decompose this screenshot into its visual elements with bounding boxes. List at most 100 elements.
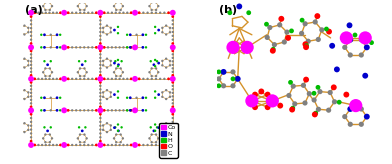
Point: [146, 71, 152, 73]
Point: [82, 126, 89, 129]
Point: [118, 67, 124, 70]
Point: [127, 46, 133, 49]
Point: [170, 27, 176, 29]
Point: [167, 27, 173, 29]
Point: [159, 95, 165, 98]
Point: [113, 141, 120, 144]
Point: [305, 40, 311, 42]
Point: [285, 37, 291, 39]
Point: [89, 46, 95, 49]
Point: [347, 123, 354, 126]
Point: [79, 63, 85, 66]
Point: [18, 64, 24, 67]
Point: [154, 60, 160, 62]
Point: [109, 11, 115, 14]
Point: [153, 1, 159, 4]
Point: [28, 50, 34, 52]
Point: [113, 11, 119, 14]
Point: [343, 93, 350, 96]
Point: [77, 78, 83, 80]
Point: [104, 57, 110, 60]
Point: [28, 102, 34, 105]
Point: [115, 130, 122, 132]
Point: [49, 71, 55, 73]
Point: [104, 66, 110, 69]
Point: [136, 78, 142, 80]
Point: [159, 91, 165, 94]
Point: [77, 141, 83, 144]
Point: [97, 81, 103, 84]
Point: [111, 62, 118, 64]
Point: [336, 101, 342, 103]
Point: [69, 144, 75, 146]
Point: [32, 11, 38, 14]
Point: [42, 75, 49, 77]
Point: [342, 46, 348, 49]
Point: [170, 95, 176, 98]
Point: [163, 131, 169, 133]
Point: [343, 37, 350, 39]
Point: [10, 96, 16, 99]
Point: [153, 78, 159, 80]
Point: [101, 78, 107, 80]
Point: [97, 95, 103, 98]
Point: [170, 136, 176, 139]
Point: [120, 144, 127, 146]
Point: [325, 109, 332, 112]
Point: [28, 38, 34, 41]
Point: [97, 57, 103, 59]
Point: [170, 34, 176, 37]
Point: [50, 144, 56, 146]
Point: [73, 144, 79, 146]
Point: [85, 46, 91, 49]
Point: [101, 46, 107, 49]
Point: [128, 11, 134, 14]
Point: [18, 31, 24, 34]
Point: [124, 109, 130, 112]
Point: [314, 15, 321, 17]
Point: [132, 109, 138, 112]
Point: [77, 1, 83, 4]
Point: [149, 67, 155, 70]
Point: [132, 46, 138, 49]
Point: [170, 38, 176, 41]
Point: [28, 74, 34, 77]
Point: [77, 46, 83, 49]
Point: [163, 89, 169, 92]
Point: [170, 92, 176, 94]
Point: [127, 109, 133, 112]
Point: [163, 98, 169, 100]
Point: [28, 113, 34, 115]
Point: [364, 115, 370, 118]
Point: [42, 1, 49, 4]
Point: [10, 65, 16, 68]
Point: [57, 11, 64, 14]
Point: [81, 75, 87, 77]
Point: [170, 46, 176, 49]
Point: [263, 23, 270, 26]
Point: [101, 144, 107, 146]
Point: [170, 31, 176, 33]
Point: [97, 42, 103, 45]
Point: [265, 106, 271, 109]
Point: [170, 117, 176, 119]
Point: [140, 46, 146, 49]
Point: [18, 95, 24, 98]
Point: [170, 121, 176, 123]
Point: [97, 109, 103, 112]
Point: [28, 88, 34, 91]
Point: [323, 28, 330, 30]
Point: [170, 19, 176, 22]
Point: [220, 84, 227, 87]
Point: [161, 144, 167, 146]
Point: [10, 26, 16, 28]
Point: [127, 96, 133, 99]
Point: [40, 137, 46, 140]
Point: [151, 63, 157, 66]
Point: [25, 60, 31, 62]
Point: [25, 31, 31, 34]
Point: [28, 34, 34, 37]
Point: [170, 74, 176, 77]
Point: [249, 100, 255, 102]
Point: [21, 89, 27, 92]
